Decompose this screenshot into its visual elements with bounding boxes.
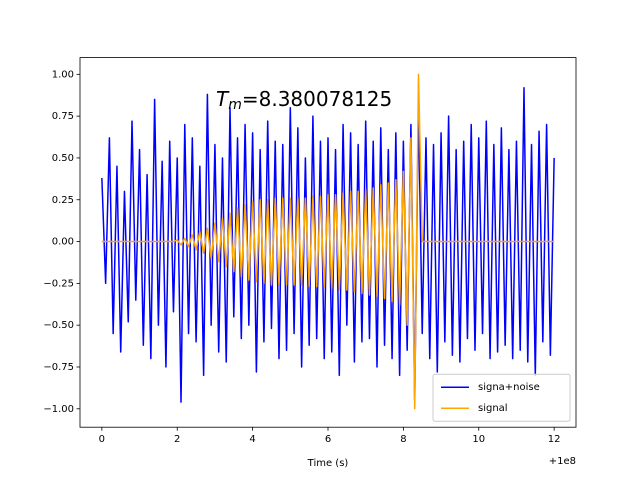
y-tick-label: −0.25 [43,278,74,289]
y-tick-label: −1.00 [43,404,74,415]
annotation-text: =8.380078125 [242,87,392,111]
x-tick-label: 8 [400,434,406,445]
x-tick-label: 0 [99,434,105,445]
x-axis-label: Time (s) [307,458,349,469]
y-tick-label: −0.75 [43,362,74,373]
annotation-symbol: T [216,87,230,111]
legend-box [432,373,571,422]
legend-label: signa+noise [478,382,540,393]
x-tick-label: 4 [249,434,255,445]
y-tick-label: 0.00 [52,237,74,248]
y-tick-label: −0.50 [43,320,74,331]
x-tick-label: 2 [174,434,180,445]
annotation: Tm=8.380078125 [216,87,392,114]
annotation-subscript: m [228,97,242,113]
y-tick-label: 1.00 [52,69,74,80]
y-tick-label: 0.25 [52,195,74,206]
x-offset-label: +1e8 [549,456,576,467]
x-tick-label: 12 [548,434,561,445]
x-tick-label: 10 [472,434,485,445]
y-tick-label: 0.75 [52,111,74,122]
y-tick-label: 0.50 [52,153,74,164]
series-line [101,86,555,403]
series-line [101,73,555,410]
x-tick-label: 6 [325,434,331,445]
plot-area [101,73,555,410]
legend-label: signal [478,403,508,414]
